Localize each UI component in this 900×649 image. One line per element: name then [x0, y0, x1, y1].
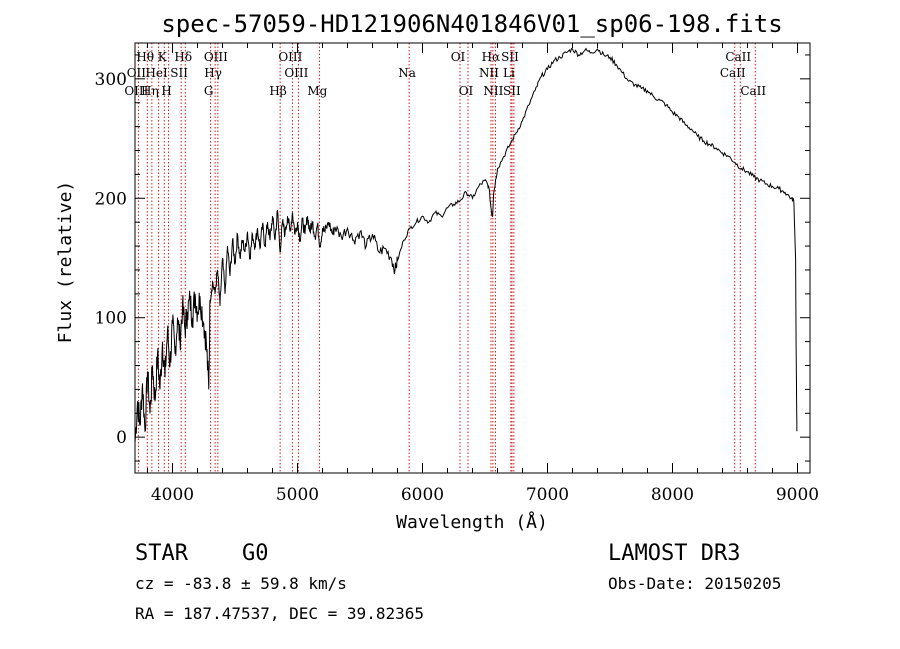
- spectral-line-label: Hη: [141, 84, 159, 98]
- y-tick-label: 0: [116, 428, 127, 448]
- spectral-line-label: Hγ: [204, 66, 222, 80]
- spectral-line-label: Li: [503, 66, 515, 80]
- object-subclass: G0: [242, 541, 269, 566]
- spectral-line-label: OI: [459, 84, 474, 98]
- spectral-line-label: OII: [127, 66, 147, 80]
- spectral-line-label: Hδ: [174, 50, 192, 64]
- y-tick-label: 200: [95, 189, 127, 209]
- chart-title: spec-57059-HD121906N401846V01_sp06-198.f…: [161, 10, 782, 38]
- spectral-line-label: OI: [451, 50, 466, 64]
- annotation-group: Hθ OII OIII K HeI Hη Hδ SII H OIII Hγ G OIII OIII Hβ Mg…: [124, 50, 766, 98]
- spectral-line-label: Hβ: [269, 84, 286, 98]
- obs-date: Obs-Date: 20150205: [608, 574, 781, 593]
- spectral-line-label: K: [158, 50, 168, 64]
- spectral-line-label: SII: [503, 84, 521, 98]
- line-marker-group: [137, 43, 756, 473]
- spectral-line-label: CaII: [725, 50, 751, 64]
- y-tick-label: 100: [95, 309, 127, 329]
- spectral-line-label: SII: [170, 66, 188, 80]
- x-tick-label: 7000: [526, 485, 569, 505]
- spectral-line-label: Na: [398, 66, 416, 80]
- x-tick-label: 5000: [276, 485, 319, 505]
- spectral-line-label: Hα: [482, 50, 501, 64]
- spectral-line-label: NII: [483, 84, 503, 98]
- spectral-line-label: CaII: [720, 66, 746, 80]
- spectral-line-label: SII: [501, 50, 519, 64]
- y-axis-ticks: 0 100 200 300: [95, 54, 810, 462]
- x-tick-label: 4000: [151, 485, 194, 505]
- spectral-line-label: OIII: [278, 50, 302, 64]
- spectral-line-label: OIII: [284, 66, 308, 80]
- flux-series-line: [134, 47, 798, 444]
- y-tick-label: 300: [95, 70, 127, 90]
- spectral-line-label: OIII: [124, 84, 148, 98]
- spectral-line-label: Mg: [307, 84, 327, 98]
- x-axis-label: Wavelength (Å): [396, 511, 548, 533]
- spectral-line-label: CaII: [740, 84, 766, 98]
- survey-name: LAMOST DR3: [608, 541, 740, 566]
- y-axis-label: Flux (relative): [55, 181, 76, 344]
- x-axis-ticks: 4000 5000 6000 7000 8000 9000: [147, 43, 819, 505]
- spectral-line-label: OIII: [204, 50, 228, 64]
- coordinates: RA = 187.47537, DEC = 39.82365: [135, 604, 424, 623]
- x-tick-label: 9000: [776, 485, 819, 505]
- spectral-line-label: HeI: [145, 66, 168, 80]
- x-tick-label: 6000: [401, 485, 444, 505]
- object-class: STAR: [135, 541, 189, 566]
- spectral-line-label: NII: [479, 66, 499, 80]
- redshift-cz: cz = -83.8 ± 59.8 km/s: [135, 574, 347, 593]
- spectral-line-label: H: [161, 84, 171, 98]
- x-tick-label: 8000: [651, 485, 694, 505]
- spectral-line-label: Hθ: [136, 50, 154, 64]
- spectral-line-label: G: [204, 84, 214, 98]
- plot-frame: [134, 42, 811, 474]
